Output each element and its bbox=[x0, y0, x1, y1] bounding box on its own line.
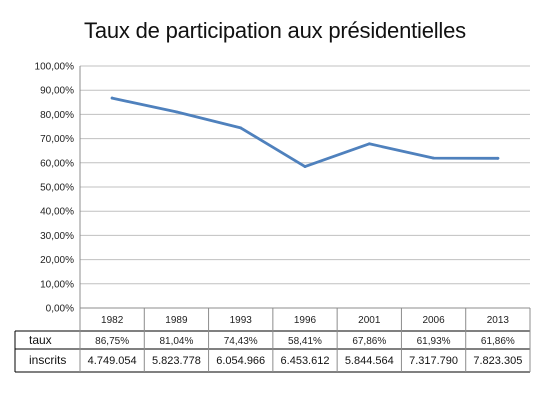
table-cell: 81,04% bbox=[159, 336, 193, 347]
table-cell: 4.749.054 bbox=[88, 355, 137, 367]
table-cell: 74,43% bbox=[224, 336, 258, 347]
x-tick-label: 1982 bbox=[101, 315, 124, 326]
data-point bbox=[432, 156, 435, 160]
x-tick-label: 2006 bbox=[422, 315, 445, 326]
y-tick-label: 40,00% bbox=[40, 207, 74, 218]
table-cell: 58,41% bbox=[288, 336, 322, 347]
x-tick-label: 2013 bbox=[487, 315, 510, 326]
y-tick-label: 20,00% bbox=[40, 255, 74, 266]
table-cell: 67,86% bbox=[352, 336, 386, 347]
y-tick-label: 80,00% bbox=[40, 110, 74, 121]
series-line bbox=[110, 96, 500, 169]
y-tick-label: 0,00% bbox=[46, 304, 74, 315]
table-cell: 5.823.778 bbox=[152, 355, 201, 367]
table-cell: 7.823.305 bbox=[473, 355, 522, 367]
data-point bbox=[175, 110, 178, 114]
table-cell: 61,93% bbox=[417, 336, 451, 347]
table-cell: 6.453.612 bbox=[281, 355, 330, 367]
data-point bbox=[496, 156, 500, 160]
y-tick-label: 30,00% bbox=[40, 231, 74, 242]
table-row-label: taux bbox=[29, 333, 52, 347]
y-tick-label: 10,00% bbox=[40, 279, 74, 290]
y-tick-label: 90,00% bbox=[40, 86, 74, 97]
x-tick-label: 1989 bbox=[165, 315, 188, 326]
x-tick-label: 1996 bbox=[294, 315, 317, 326]
x-tick-label: 1993 bbox=[230, 315, 253, 326]
table-cell: 6.054.966 bbox=[216, 355, 265, 367]
table-cell: 86,75% bbox=[95, 336, 129, 347]
table-cell: 61,86% bbox=[481, 336, 515, 347]
data-point bbox=[303, 165, 307, 169]
y-tick-label: 50,00% bbox=[40, 183, 74, 194]
data-point bbox=[239, 126, 243, 130]
table-row-label: inscrits bbox=[29, 353, 66, 367]
y-tick-label: 60,00% bbox=[40, 158, 74, 169]
table-cell: 7.317.790 bbox=[409, 355, 458, 367]
data-point bbox=[367, 142, 371, 146]
x-tick-label: 2001 bbox=[358, 315, 381, 326]
table-cell: 5.844.564 bbox=[345, 355, 394, 367]
chart-title: Taux de participation aux présidentielle… bbox=[84, 18, 466, 43]
data-point bbox=[110, 96, 114, 100]
y-tick-label: 70,00% bbox=[40, 134, 74, 145]
y-tick-label: 100,00% bbox=[35, 62, 75, 73]
